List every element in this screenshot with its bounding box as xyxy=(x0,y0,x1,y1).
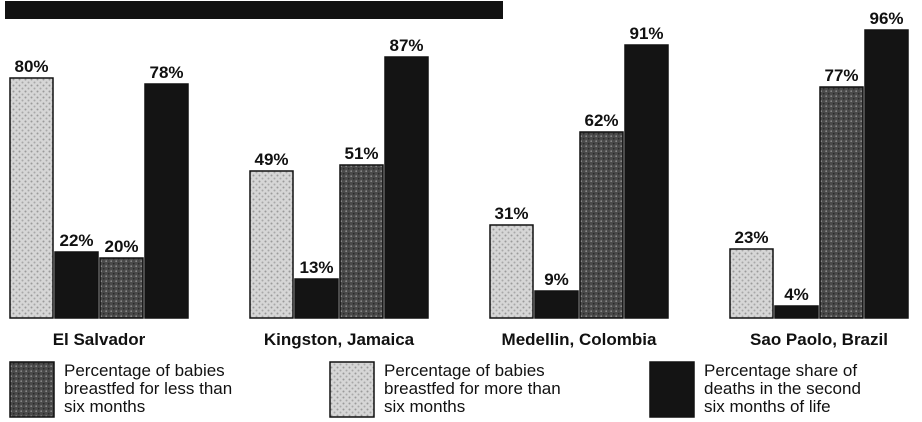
bar-sao-paolo-brazil-series-2 xyxy=(774,305,819,319)
bar-kingston-jamaica-series-4 xyxy=(384,56,429,319)
bar-el-salvador-series-3 xyxy=(99,257,144,319)
value-label-el-salvador-series-1: 80% xyxy=(14,57,48,76)
legend-text-1-line-1: Percentage of babies xyxy=(64,361,225,380)
legend-swatch-3 xyxy=(649,361,695,418)
legend-text-2-line-1: Percentage of babies xyxy=(384,361,545,380)
legend-text-2-line-3: six months xyxy=(384,397,465,416)
value-label-sao-paolo-brazil-series-3: 77% xyxy=(824,66,858,85)
bar-el-salvador-series-2 xyxy=(54,251,99,319)
value-label-kingston-jamaica-series-2: 13% xyxy=(299,258,333,277)
value-label-kingston-jamaica-series-1: 49% xyxy=(254,150,288,169)
value-label-sao-paolo-brazil-series-1: 23% xyxy=(734,228,768,247)
value-label-medellin-colombia-series-4: 91% xyxy=(629,24,663,43)
value-label-el-salvador-series-3: 20% xyxy=(104,237,138,256)
top-banner xyxy=(5,1,503,19)
value-label-sao-paolo-brazil-series-2: 4% xyxy=(784,285,809,304)
legend-text-2-line-2: breastfed for more than xyxy=(384,379,561,398)
bar-medellin-colombia-series-1 xyxy=(489,224,534,319)
bar-kingston-jamaica-series-2 xyxy=(294,278,339,319)
legend-text-3-line-2: deaths in the second xyxy=(704,379,861,398)
value-label-el-salvador-series-2: 22% xyxy=(59,231,93,250)
bar-el-salvador-series-4 xyxy=(144,83,189,319)
value-label-el-salvador-series-4: 78% xyxy=(149,63,183,82)
bar-sao-paolo-brazil-series-4 xyxy=(864,29,909,319)
value-label-medellin-colombia-series-1: 31% xyxy=(494,204,528,223)
legend-text-3-line-1: Percentage share of xyxy=(704,361,857,380)
bar-medellin-colombia-series-2 xyxy=(534,290,579,319)
bar-sao-paolo-brazil-series-1 xyxy=(729,248,774,319)
value-label-kingston-jamaica-series-3: 51% xyxy=(344,144,378,163)
bar-el-salvador-series-1 xyxy=(9,77,54,319)
value-label-kingston-jamaica-series-4: 87% xyxy=(389,36,423,55)
legend-text-1-line-2: breastfed for less than xyxy=(64,379,232,398)
legend-swatch-2 xyxy=(329,361,375,418)
bar-sao-paolo-brazil-series-3 xyxy=(819,86,864,319)
bar-kingston-jamaica-series-3 xyxy=(339,164,384,319)
bar-medellin-colombia-series-3 xyxy=(579,131,624,319)
category-label-kingston-jamaica: Kingston, Jamaica xyxy=(264,330,415,349)
value-label-medellin-colombia-series-2: 9% xyxy=(544,270,569,289)
legend-text-1-line-3: six months xyxy=(64,397,145,416)
legend-swatch-1 xyxy=(9,361,55,418)
category-label-medellin-colombia: Medellin, Colombia xyxy=(502,330,657,349)
bar-medellin-colombia-series-4 xyxy=(624,44,669,319)
legend-text-3-line-3: six months of life xyxy=(704,397,831,416)
value-label-sao-paolo-brazil-series-4: 96% xyxy=(869,9,903,28)
value-label-medellin-colombia-series-3: 62% xyxy=(584,111,618,130)
bar-kingston-jamaica-series-1 xyxy=(249,170,294,319)
category-label-sao-paolo-brazil: Sao Paolo, Brazil xyxy=(750,330,888,349)
category-label-el-salvador: El Salvador xyxy=(53,330,146,349)
